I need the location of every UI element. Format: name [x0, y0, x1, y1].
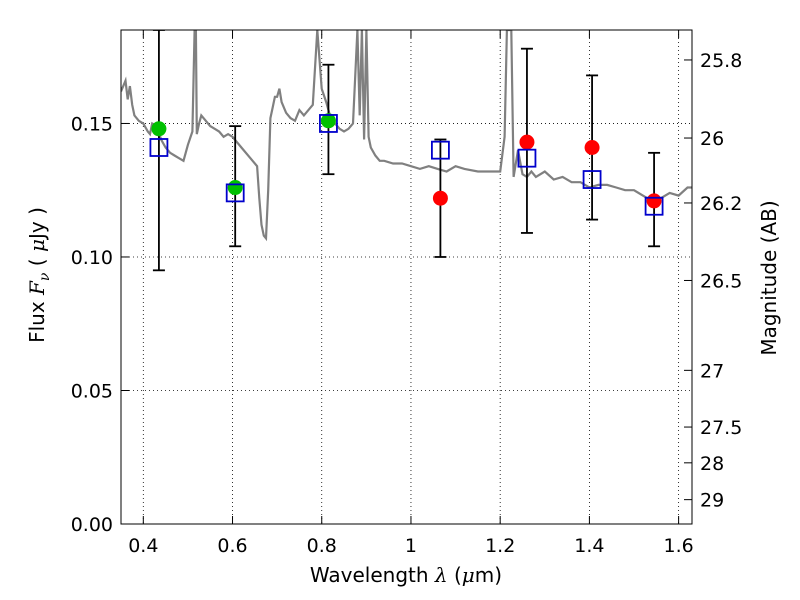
- magnitude-axis-ticks: 25.8 26 26.2 26.5 27 27.5 28 29: [684, 50, 742, 512]
- x-tick-label: 1.4: [574, 535, 604, 557]
- model-point: [431, 140, 450, 160]
- magnitude-tick-label: 25.8: [700, 50, 742, 72]
- y-axis-label: Flux Fν ( μJy ): [25, 207, 53, 343]
- magnitude-axis-label: Magnitude (AB): [757, 200, 781, 355]
- magnitude-tick-label: 26: [700, 128, 724, 150]
- y-tick-label: 0.00: [71, 514, 113, 536]
- spectrum-line: [121, 30, 692, 242]
- y-tick-label: 0.10: [71, 247, 113, 269]
- x-tick-label: 0.8: [307, 535, 337, 557]
- model-points: [149, 114, 664, 216]
- model-point: [517, 148, 537, 168]
- observed-point: [646, 193, 662, 209]
- y-tick-label: 0.15: [71, 113, 113, 135]
- y-axis-ticks: 0.00 0.05 0.10 0.15: [71, 113, 129, 536]
- model-point: [582, 170, 602, 189]
- x-tick-label: 1.2: [485, 535, 515, 557]
- model-point: [644, 196, 664, 216]
- x-axis-label: Wavelength λ (μm): [310, 563, 502, 587]
- x-tick-label: 0.4: [128, 535, 158, 557]
- observed-point: [227, 180, 243, 196]
- y-tick-label: 0.05: [71, 380, 113, 402]
- magnitude-tick-label: 28: [700, 453, 724, 475]
- grid-lines: [121, 30, 692, 525]
- observed-point: [320, 113, 336, 129]
- plot-frame: [120, 29, 693, 525]
- x-axis-ticks: 0.4 0.6 0.8 1 1.2 1.4 1.6: [128, 30, 694, 557]
- x-tick-label: 1: [405, 535, 417, 557]
- model-point: [149, 138, 169, 157]
- x-tick-label: 1.6: [664, 535, 694, 557]
- model-point: [319, 114, 338, 133]
- observed-point: [519, 134, 535, 150]
- magnitude-tick-label: 26.5: [700, 270, 742, 292]
- x-tick-label: 0.6: [217, 535, 247, 557]
- observed-point: [584, 139, 600, 155]
- model-point: [225, 183, 245, 203]
- magnitude-tick-label: 27: [700, 360, 724, 382]
- magnitude-tick-label: 27.5: [700, 417, 742, 439]
- observed-point: [432, 190, 448, 206]
- magnitude-tick-label: 26.2: [700, 193, 742, 215]
- magnitude-tick-label: 29: [700, 490, 724, 512]
- observed-points: [151, 113, 662, 209]
- error-bars: [152, 30, 661, 272]
- observed-point: [151, 121, 167, 137]
- plot-content: [121, 30, 692, 272]
